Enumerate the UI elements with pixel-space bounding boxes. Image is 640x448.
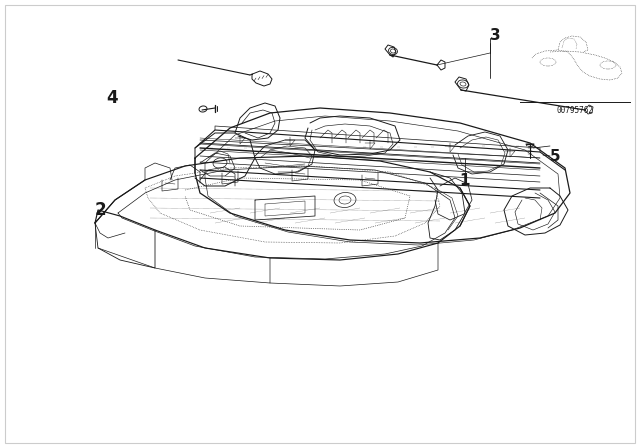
Text: 4: 4 bbox=[106, 89, 118, 107]
Text: 00795762: 00795762 bbox=[557, 105, 593, 115]
Text: 3: 3 bbox=[490, 27, 500, 43]
Text: 5: 5 bbox=[550, 148, 560, 164]
Text: 2: 2 bbox=[94, 201, 106, 219]
Text: 1: 1 bbox=[460, 172, 470, 188]
